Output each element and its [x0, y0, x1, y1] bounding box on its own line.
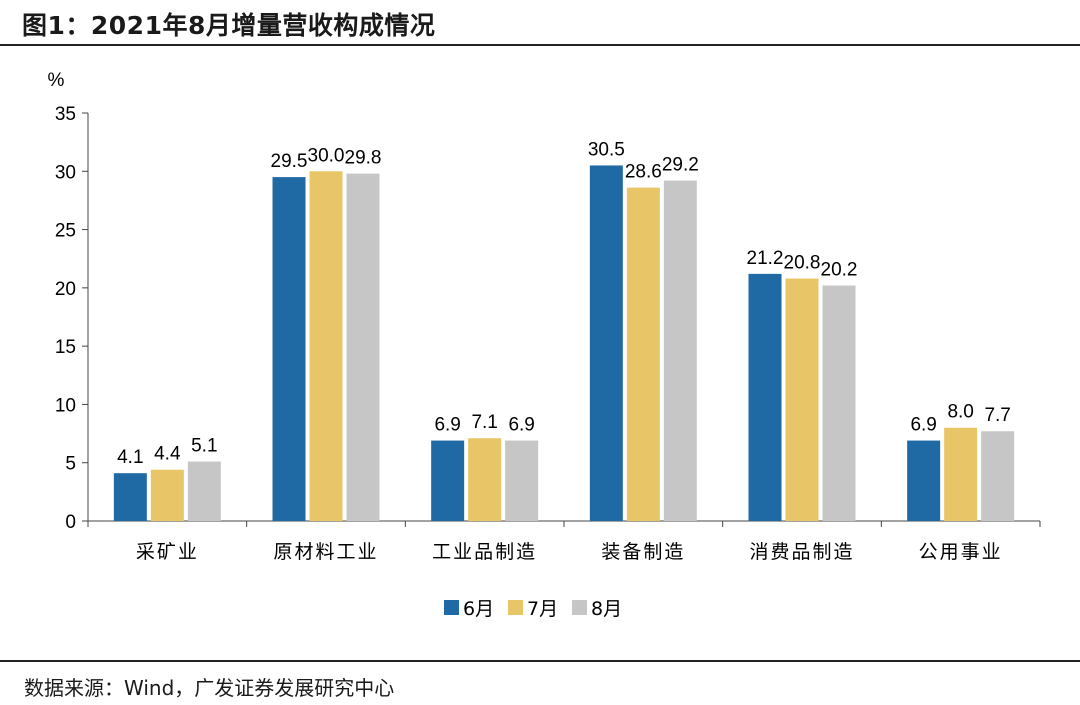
legend-swatch-0 [444, 600, 459, 615]
y-tick-label-15: 15 [55, 337, 76, 358]
x-tick-label-1: 原材料工业 [273, 541, 378, 563]
x-tick-label-2: 工业品制造 [432, 541, 537, 563]
bar-1-0 [272, 177, 306, 521]
source-note: 数据来源：Wind，广发证券发展研究中心 [24, 676, 395, 700]
x-tick-label-4: 消费品制造 [749, 541, 854, 563]
bar-5-2 [981, 431, 1015, 521]
y-axis-unit: % [48, 70, 65, 91]
x-tick-label-5: 公用事业 [919, 541, 1003, 563]
data-label-5-0: 6.9 [910, 415, 936, 436]
data-labels: 4.1 4.4 5.1 29.5 30.0 29.8 6.9 7.1 6.9 30.528.6 29… [117, 139, 1011, 468]
bar-1-2 [346, 173, 380, 522]
bar-3-1 [626, 187, 660, 521]
bars [113, 165, 1015, 522]
data-label-1-1: 30.0 [308, 145, 345, 166]
data-label-2-2: 6.9 [508, 415, 534, 436]
bar-3-0 [589, 165, 623, 521]
data-label-1-0: 29.5 [271, 151, 308, 172]
bar-0-0 [113, 473, 147, 521]
bar-4-1 [785, 278, 819, 521]
data-label-2-1: 7.1 [471, 412, 497, 433]
data-label-0-0: 4.1 [117, 447, 143, 468]
data-label-4-0: 21.2 [747, 248, 784, 269]
legend-label-2: 8月 [591, 598, 622, 620]
legend-label-0: 6月 [463, 598, 494, 620]
bar-chart: % 0 5 10 15 20 25 30 35 采矿业 原材料工业 工业品制造 装备制造 消费品制造 公用事… [48, 70, 1041, 620]
x-tick-label-0: 采矿业 [136, 541, 199, 563]
data-label-1-2: 29.8 [345, 148, 382, 169]
y-tick-label-30: 30 [55, 162, 76, 183]
legend-swatch-1 [508, 600, 523, 615]
bar-5-0 [907, 440, 941, 521]
top-divider [0, 44, 1080, 46]
legend: 6月 7月 8月 [444, 598, 622, 620]
y-tick-label-5: 5 [65, 454, 76, 475]
data-label-3-0: 30.5 [588, 139, 625, 160]
y-tick-label-35: 35 [55, 104, 76, 125]
data-label-4-2: 20.2 [821, 260, 858, 281]
bar-2-1 [468, 438, 502, 521]
data-label-0-1: 4.4 [154, 444, 181, 465]
bar-0-1 [150, 469, 184, 521]
data-label-4-1: 20.8 [784, 253, 821, 274]
data-label-3-2: 29.2 [662, 155, 699, 176]
y-tick-label-10: 10 [55, 395, 76, 416]
bar-4-2 [822, 285, 856, 521]
bar-4-0 [748, 273, 782, 521]
bar-2-0 [431, 440, 465, 521]
bar-3-2 [663, 180, 697, 521]
bar-5-1 [944, 427, 978, 521]
y-tick-label-20: 20 [55, 279, 76, 300]
data-label-0-2: 5.1 [191, 436, 217, 457]
bottom-divider [0, 660, 1080, 662]
legend-label-1: 7月 [527, 598, 558, 620]
y-tick-label-0: 0 [65, 512, 76, 533]
data-label-3-1: 28.6 [625, 162, 662, 183]
y-tick-label-25: 25 [55, 221, 76, 242]
bar-1-1 [309, 171, 343, 521]
data-label-2-0: 6.9 [434, 415, 460, 436]
legend-swatch-2 [572, 600, 587, 615]
data-label-5-1: 8.0 [947, 402, 973, 423]
data-label-5-2: 7.7 [984, 405, 1010, 426]
bar-0-2 [187, 461, 221, 521]
figure-title: 图1：2021年8月增量营收构成情况 [22, 11, 436, 40]
axes: % 0 5 10 15 20 25 30 35 采矿业 原材料工业 工业品制造 装备制造 消费品制造 公用事… [48, 70, 1041, 563]
x-tick-label-3: 装备制造 [601, 541, 685, 563]
bar-2-2 [505, 440, 539, 521]
